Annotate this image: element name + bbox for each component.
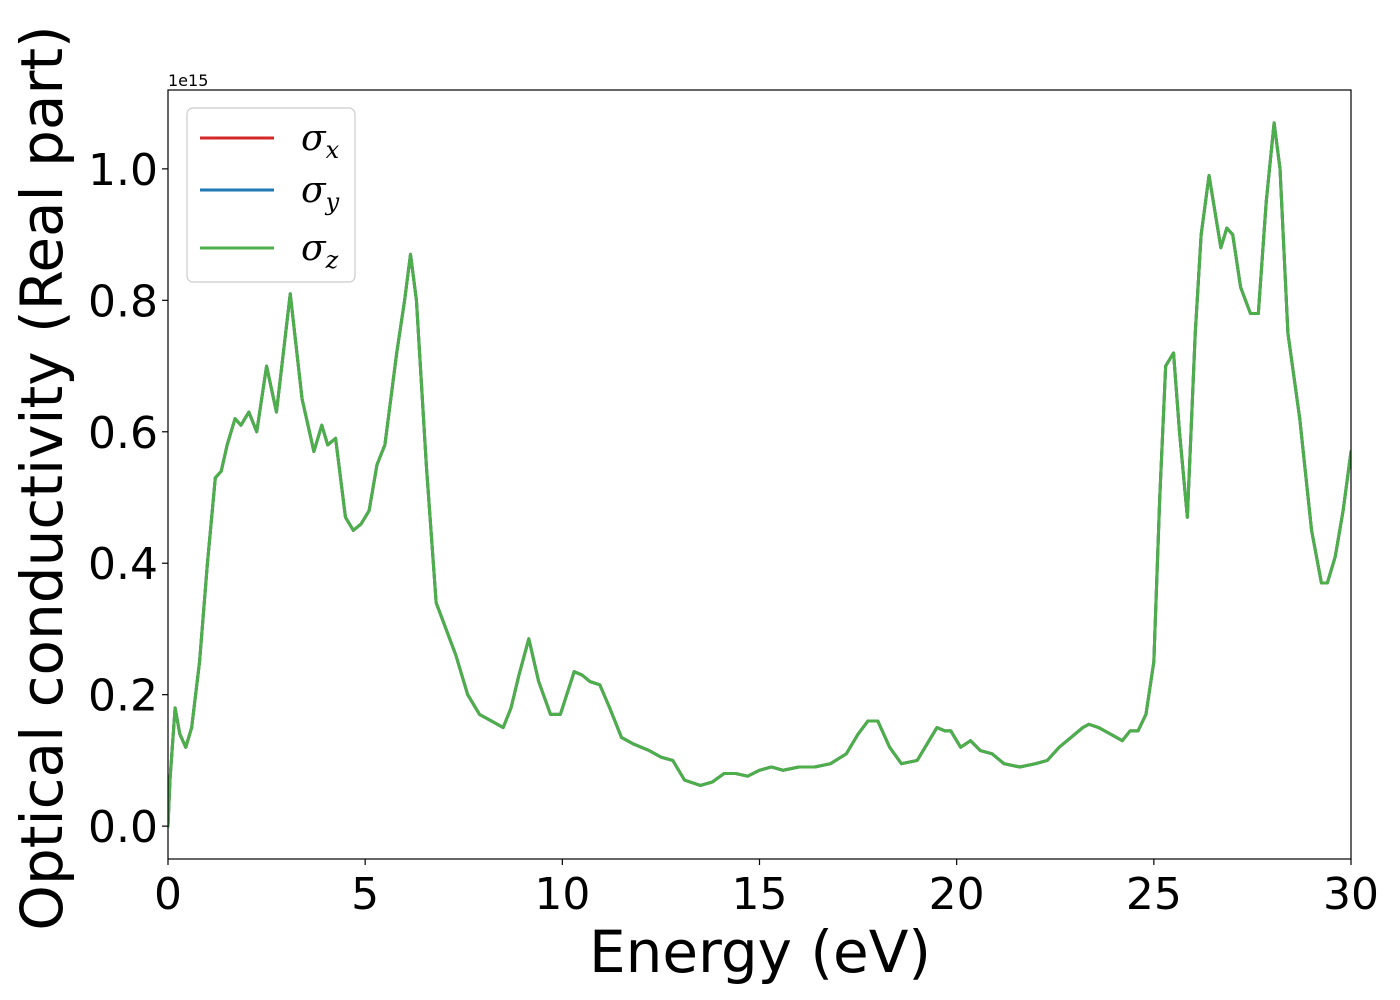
y-tick-label: 0.0 <box>88 802 158 853</box>
x-tick-label: 0 <box>154 869 182 920</box>
x-tick-label: 25 <box>1126 869 1182 920</box>
x-axis-title: Energy (eV) <box>589 918 931 986</box>
x-tick-label: 10 <box>534 869 590 920</box>
legend-label-x: σx <box>301 118 340 164</box>
series-line-z <box>168 121 1351 828</box>
ticks-layer: 0 5 10 15 20 25 30 0.0 0.2 0.4 0.6 0.8 1.0 <box>88 145 1379 920</box>
x-tick-label: 15 <box>732 869 788 920</box>
x-tick-label: 5 <box>351 869 379 920</box>
y-tick-label: 0.6 <box>88 408 158 459</box>
x-tick-label: 30 <box>1323 869 1379 920</box>
y-tick-label: 0.8 <box>88 276 158 327</box>
y-tick-label: 1.0 <box>88 145 158 196</box>
y-tick-label: 0.4 <box>88 539 158 590</box>
x-tick-label: 20 <box>929 869 985 920</box>
y-offset-label: 1e15 <box>168 71 208 90</box>
y-axis-title: Optical conductivity (Real part) <box>8 25 76 930</box>
legend-frame <box>186 107 356 283</box>
y-tick-label: 0.2 <box>88 671 158 722</box>
